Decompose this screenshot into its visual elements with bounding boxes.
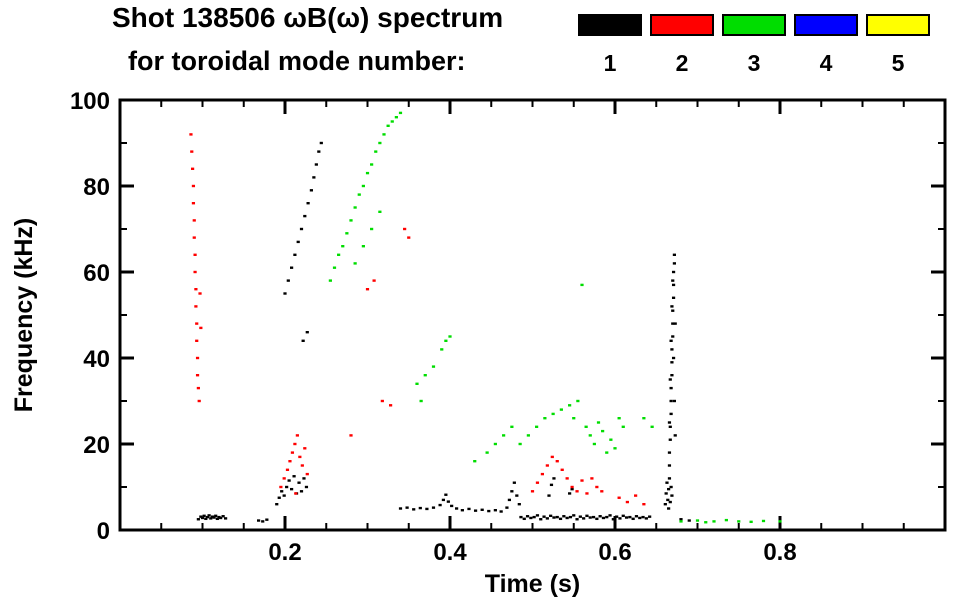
- legend-label-5: 5: [891, 50, 905, 76]
- y-tick-label-80: 80: [83, 174, 110, 201]
- legend-swatch-2: [650, 14, 714, 36]
- plot-frame: [118, 98, 947, 532]
- y-axis-label: Frequency (kHz): [10, 218, 38, 412]
- legend-label-4: 4: [819, 50, 833, 76]
- chart-title-line2: for toroidal mode number:: [128, 46, 466, 76]
- legend-swatch-3: [722, 14, 786, 36]
- legend-label-1: 1: [603, 50, 617, 76]
- legend-label-2: 2: [675, 50, 689, 76]
- x-axis-label: Time (s): [485, 570, 580, 598]
- series-n1: [196, 141, 691, 523]
- series-n3: [328, 111, 782, 524]
- x-tick-label-0.6: 0.6: [598, 539, 631, 566]
- legend-swatch-5: [866, 14, 930, 36]
- legend-label-3: 3: [747, 50, 761, 76]
- y-tick-label-40: 40: [83, 346, 110, 373]
- y-tick-label-60: 60: [83, 260, 110, 287]
- y-tick-label-20: 20: [83, 432, 110, 459]
- legend-swatch-4: [794, 14, 858, 36]
- chart-title-line1: Shot 138506 ωB(ω) spectrum: [112, 2, 504, 33]
- x-tick-label-0.2: 0.2: [268, 539, 301, 566]
- y-tick-label-100: 100: [70, 88, 110, 115]
- legend-swatch-1: [578, 14, 642, 36]
- series-n2: [189, 133, 646, 506]
- y-tick-label-0: 0: [97, 518, 110, 545]
- x-tick-label-0.4: 0.4: [433, 539, 467, 566]
- x-tick-label-0.8: 0.8: [763, 539, 796, 566]
